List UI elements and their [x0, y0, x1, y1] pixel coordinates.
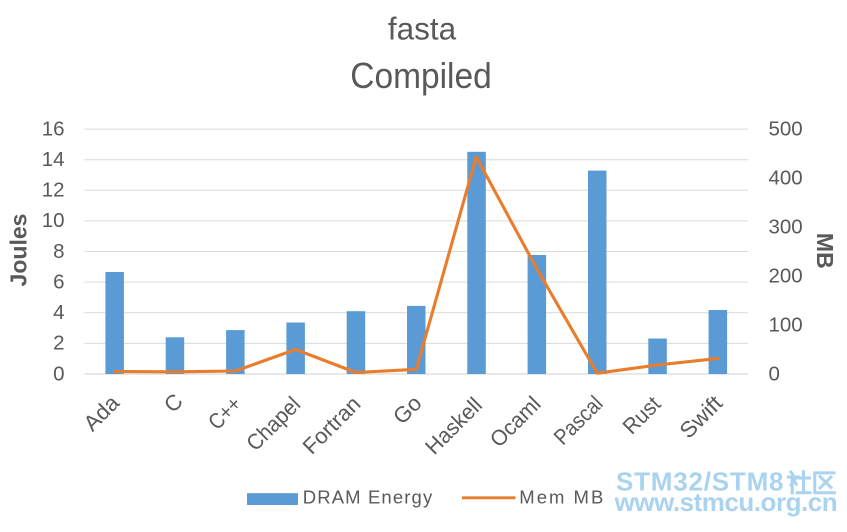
svg-text:0: 0	[769, 362, 780, 385]
svg-text:Mem MB: Mem MB	[519, 487, 603, 508]
svg-text:Compiled: Compiled	[350, 55, 492, 96]
svg-text:fasta: fasta	[388, 11, 457, 47]
svg-text:200: 200	[769, 264, 803, 287]
svg-text:0: 0	[53, 362, 64, 385]
svg-text:16: 16	[42, 117, 65, 140]
svg-text:8: 8	[53, 240, 64, 263]
svg-text:12: 12	[42, 179, 65, 202]
svg-text:14: 14	[42, 148, 65, 171]
svg-text:4: 4	[53, 301, 64, 324]
svg-text:2: 2	[53, 332, 64, 355]
svg-text:400: 400	[769, 166, 803, 189]
svg-text:STM32/STM8: STM32/STM8	[616, 466, 784, 496]
svg-text:6: 6	[53, 270, 64, 293]
svg-text:Joules: Joules	[6, 214, 32, 287]
svg-text:MB: MB	[812, 233, 838, 269]
svg-text:www.stmcu.org.cn: www.stmcu.org.cn	[614, 487, 838, 517]
svg-text:100: 100	[769, 313, 803, 336]
svg-text:500: 500	[769, 117, 803, 140]
svg-text:10: 10	[42, 209, 65, 232]
svg-text:DRAM Energy: DRAM Energy	[303, 487, 433, 508]
svg-text:300: 300	[769, 215, 803, 238]
